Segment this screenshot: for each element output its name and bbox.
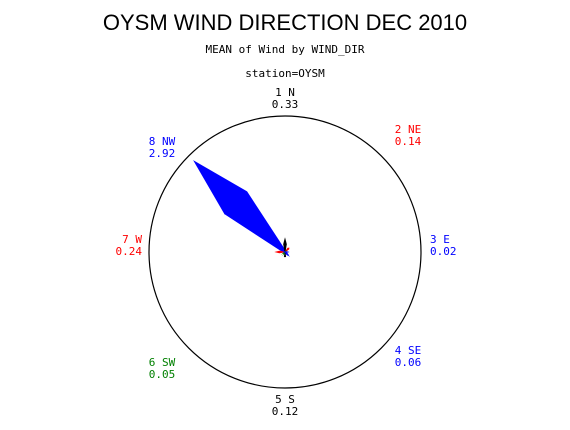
- dir-se-label: 4 SE: [395, 344, 422, 357]
- dir-n-petal: [283, 237, 287, 256]
- dir-s-value: 0.12: [272, 405, 299, 418]
- dir-n-label: 1 N: [275, 86, 295, 99]
- dir-se-value: 0.06: [395, 356, 422, 369]
- chart-subtitle: MEAN of Wind by WIND_DIR: [206, 43, 365, 56]
- dir-se-petal: [282, 249, 290, 257]
- dir-w-label: 7 W: [122, 233, 142, 246]
- dir-e-label: 3 E: [430, 233, 450, 246]
- station-label: station=OYSM: [245, 67, 325, 80]
- dir-ne-value: 0.14: [395, 135, 422, 148]
- dir-nw-value: 2.92: [149, 147, 176, 160]
- dir-ne-label: 2 NE: [395, 123, 422, 136]
- dir-sw-petal: [280, 249, 288, 257]
- chart-title: OYSM WIND DIRECTION DEC 2010: [103, 10, 467, 35]
- dir-n-value: 0.33: [272, 98, 299, 111]
- dir-sw-label: 6 SW: [149, 356, 176, 369]
- compass-circle: [148, 115, 422, 389]
- direction-labels: 1 N0.33 2 NE0.14 3 E0.02 4 SE0.06 5 S0.12 6 S…: [116, 86, 457, 418]
- dir-nw-label: 8 NW: [149, 135, 176, 148]
- dir-e-petal: [281, 250, 290, 254]
- dir-s-petal: [283, 248, 287, 258]
- wind-petals: [193, 160, 290, 258]
- dir-nw-petal: [193, 160, 290, 257]
- dir-s-label: 5 S: [275, 393, 295, 406]
- dir-sw-value: 0.05: [149, 368, 176, 381]
- dir-e-value: 0.02: [430, 245, 457, 258]
- dir-w-value: 0.24: [116, 245, 143, 258]
- dir-w-petal: [274, 250, 289, 254]
